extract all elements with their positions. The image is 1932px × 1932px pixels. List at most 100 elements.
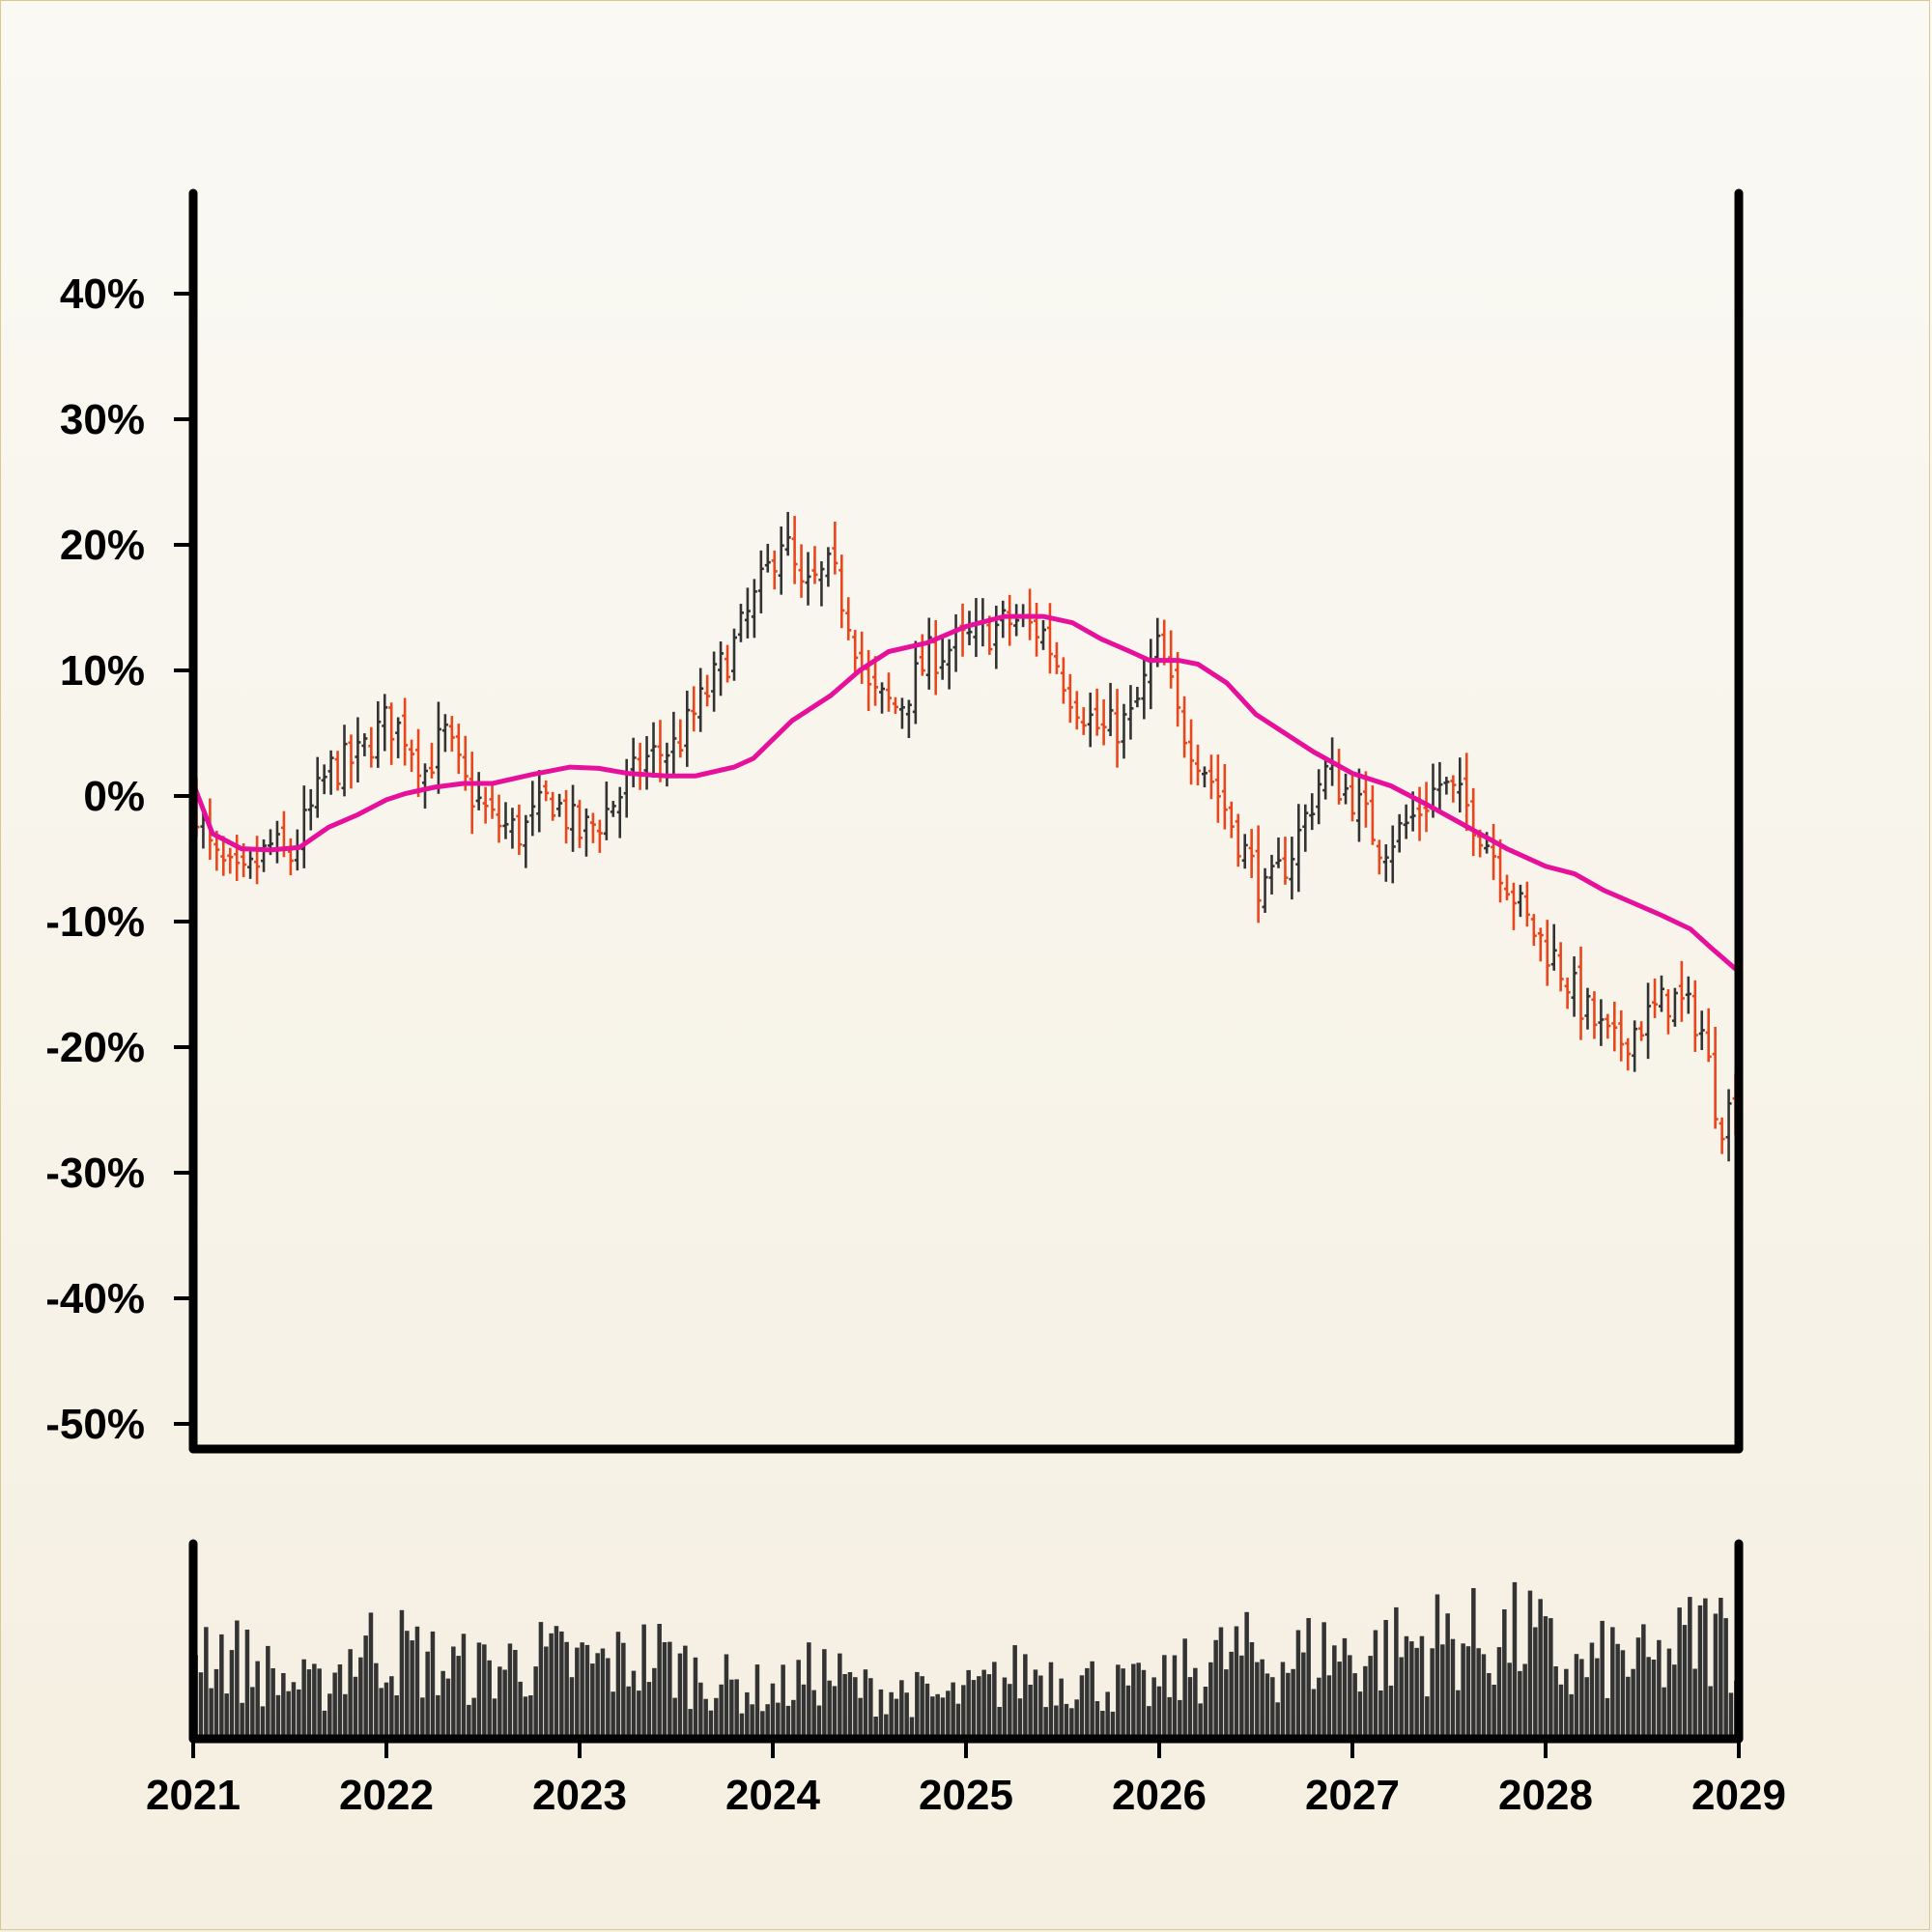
ohlc-bar-down <box>637 743 643 790</box>
ohlc-bar-up <box>711 651 718 712</box>
volume-bar <box>436 1694 440 1735</box>
volume-bar <box>811 1690 816 1735</box>
ohlc-bar-down <box>1664 989 1671 1035</box>
ohlc-bar-up <box>382 694 388 752</box>
volume-bar <box>306 1669 312 1735</box>
ohlc-bar-down <box>886 672 892 712</box>
volume-bar <box>317 1668 322 1735</box>
volume-bar <box>440 1670 445 1735</box>
volume-bar <box>1538 1599 1543 1735</box>
ohlc-bar-down <box>1080 707 1087 735</box>
volume-bar <box>940 1697 946 1735</box>
volume-bar <box>1492 1685 1496 1735</box>
ohlc-bar-down <box>798 544 805 598</box>
volume-bar <box>924 1683 930 1735</box>
volume-bar <box>1352 1673 1357 1735</box>
volume-bar <box>405 1631 410 1735</box>
ohlc-bar-up <box>300 785 307 868</box>
ohlc-bar-up <box>630 737 637 788</box>
ohlc-bar-up <box>623 758 630 818</box>
y-tick-label: -50% <box>45 1401 145 1448</box>
ohlc-bar-up <box>1571 956 1577 1017</box>
ohlc-bar-down <box>1530 914 1537 947</box>
volume-bar <box>606 1658 611 1735</box>
ohlc-bar-down <box>1497 838 1504 903</box>
y-tick-label: 20% <box>60 522 145 569</box>
volume-bar <box>1425 1696 1430 1735</box>
volume-bar <box>1085 1667 1090 1735</box>
volume-bar <box>564 1641 569 1735</box>
volume-bar <box>337 1664 343 1735</box>
ohlc-bar-up <box>1355 768 1362 842</box>
volume-bar <box>791 1699 796 1735</box>
ohlc-bar-down <box>1235 813 1241 867</box>
volume-bar <box>1286 1672 1291 1735</box>
ohlc-bar-up <box>441 714 448 753</box>
volume-bar <box>1368 1656 1373 1735</box>
volume-bar <box>842 1674 847 1735</box>
volume-bar <box>935 1693 940 1735</box>
ohlc-bar-up <box>757 550 764 613</box>
volume-bar <box>549 1633 554 1735</box>
volume-bar <box>1445 1613 1450 1735</box>
ohlc-bar-down <box>469 752 475 835</box>
ohlc-bar-down <box>791 516 798 584</box>
volume-bar <box>301 1659 306 1735</box>
volume-bar <box>487 1660 492 1735</box>
ohlc-bar-down <box>577 800 582 848</box>
volume-bar <box>1017 1698 1023 1735</box>
volume-bar <box>1697 1605 1703 1735</box>
ohlc-bar-up <box>973 598 980 658</box>
ohlc-bar-down <box>1007 594 1013 646</box>
volume-bar <box>1121 1668 1125 1735</box>
ohlc-bar-up <box>643 735 650 790</box>
volume-bar <box>986 1674 992 1735</box>
volume-bar <box>724 1654 729 1735</box>
volume-bar <box>1635 1637 1641 1735</box>
volume-bar <box>456 1656 461 1735</box>
volume-bar <box>1357 1691 1363 1735</box>
volume-bar <box>894 1698 899 1735</box>
volume-bar <box>621 1642 626 1735</box>
volume-bar <box>776 1702 781 1735</box>
volume-bar <box>1533 1627 1538 1735</box>
ohlc-bar-down <box>832 521 838 575</box>
volume-bar <box>445 1678 451 1735</box>
ohlc-bar-down <box>1652 978 1659 1018</box>
ohlc-bar-down <box>448 716 455 753</box>
ohlc-bar-up <box>341 724 348 797</box>
volume-bar <box>662 1642 668 1735</box>
volume-bar <box>878 1689 884 1735</box>
ohlc-bar-up <box>1087 692 1094 748</box>
volume-bar <box>502 1669 507 1735</box>
volume-bar <box>1110 1711 1116 1735</box>
volume-bar <box>1708 1686 1713 1735</box>
ohlc-bar-down <box>866 650 872 712</box>
volume-bar <box>1378 1690 1383 1735</box>
volume-bar <box>1487 1673 1492 1735</box>
volume-bar <box>1404 1635 1409 1735</box>
ohlc-bar-down <box>334 751 341 791</box>
volume-bar <box>1631 1668 1635 1735</box>
ohlc-bar-down <box>1181 696 1188 758</box>
ohlc-bar-down <box>932 619 939 696</box>
volume-bar <box>626 1686 631 1735</box>
ohlc-bar-down <box>1221 764 1228 830</box>
ohlc-bar-down <box>1504 874 1510 901</box>
volume-bar <box>1672 1664 1677 1735</box>
volume-bar <box>745 1691 750 1735</box>
volume-bar <box>641 1624 646 1735</box>
ohlc-bar-down <box>1188 719 1195 785</box>
volume-bar <box>1579 1659 1584 1735</box>
volume-bar <box>523 1696 528 1735</box>
volume-bar <box>414 1626 420 1735</box>
volume-bar <box>920 1676 924 1735</box>
volume-bar <box>554 1626 559 1735</box>
ohlc-bar-up <box>1632 1020 1638 1072</box>
volume-bar <box>1502 1609 1507 1735</box>
ohlc-bar-up <box>664 742 670 787</box>
ohlc-bar-down <box>1719 1117 1725 1154</box>
ohlc-bar-down <box>1073 691 1080 730</box>
y-tick-label: -10% <box>45 898 145 946</box>
y-tick-label: 30% <box>60 396 145 443</box>
